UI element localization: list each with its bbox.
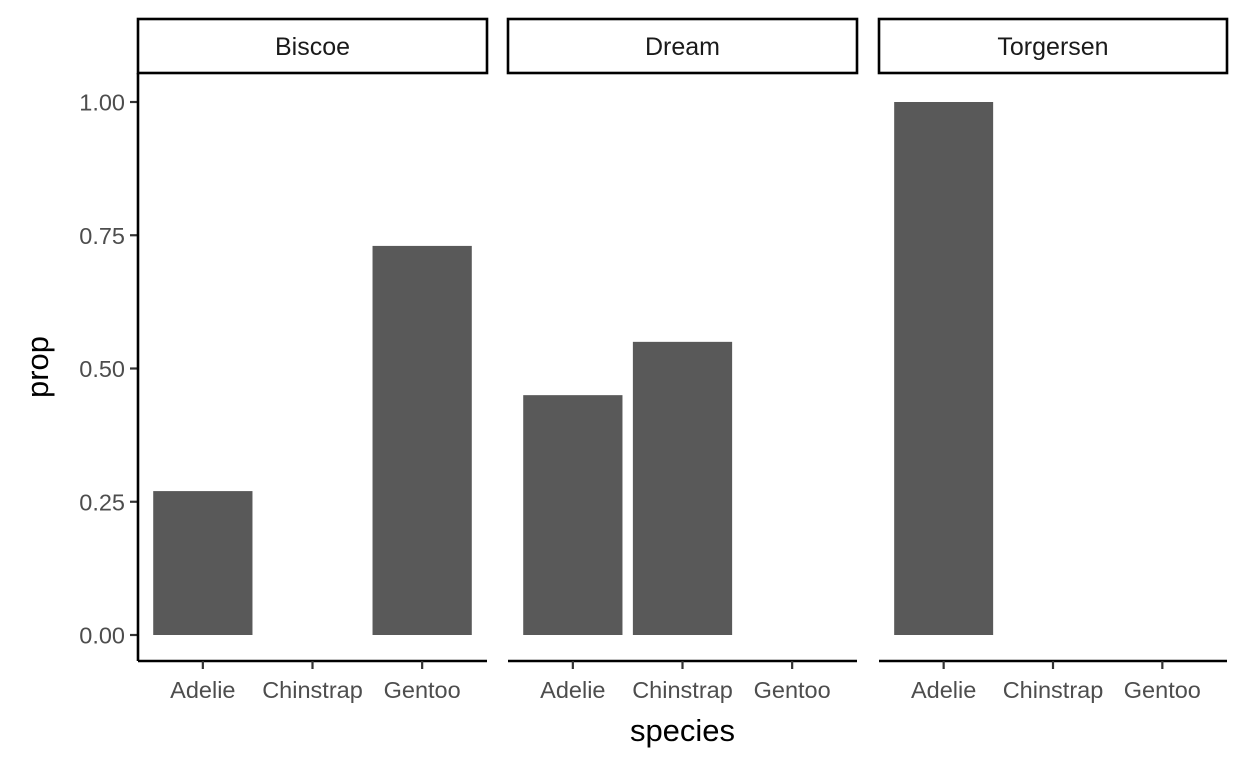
bar-dream-chinstrap — [632, 341, 733, 635]
bar-dream-adelie — [523, 395, 623, 635]
facet-label-biscoe: Biscoe — [275, 33, 350, 61]
facet-strip-biscoe — [136, 17, 489, 75]
facet-label-dream: Dream — [645, 33, 720, 61]
facet-strip-dream — [506, 17, 859, 75]
x-tick-label-gentoo: Gentoo — [754, 677, 831, 703]
x-tick-label-adelie: Adelie — [911, 677, 976, 703]
x-tick-label-chinstrap: Chinstrap — [1003, 677, 1104, 703]
facet-strip-torgersen — [877, 17, 1229, 75]
x-tick-label-chinstrap: Chinstrap — [632, 677, 733, 703]
x-tick-label-adelie: Adelie — [540, 677, 605, 703]
bar-biscoe-adelie — [153, 491, 253, 635]
x-axis-title: species — [630, 713, 735, 748]
x-tick-label-gentoo: Gentoo — [1124, 677, 1201, 703]
x-tick-label-chinstrap: Chinstrap — [262, 677, 363, 703]
bar-torgersen-adelie — [894, 102, 994, 635]
x-tick-label-adelie: Adelie — [170, 677, 235, 703]
facet-label-torgersen: Torgersen — [997, 33, 1108, 61]
bar-biscoe-gentoo — [372, 245, 472, 635]
y-axis-title: prop — [20, 336, 55, 398]
y-tick-label: 0.75 — [79, 223, 125, 249]
y-tick-label: 1.00 — [79, 90, 125, 116]
y-tick-label: 0.25 — [79, 489, 125, 515]
x-tick-label-gentoo: Gentoo — [384, 677, 461, 703]
y-tick-label: 0.00 — [79, 623, 125, 649]
y-tick-label: 0.50 — [79, 356, 125, 382]
